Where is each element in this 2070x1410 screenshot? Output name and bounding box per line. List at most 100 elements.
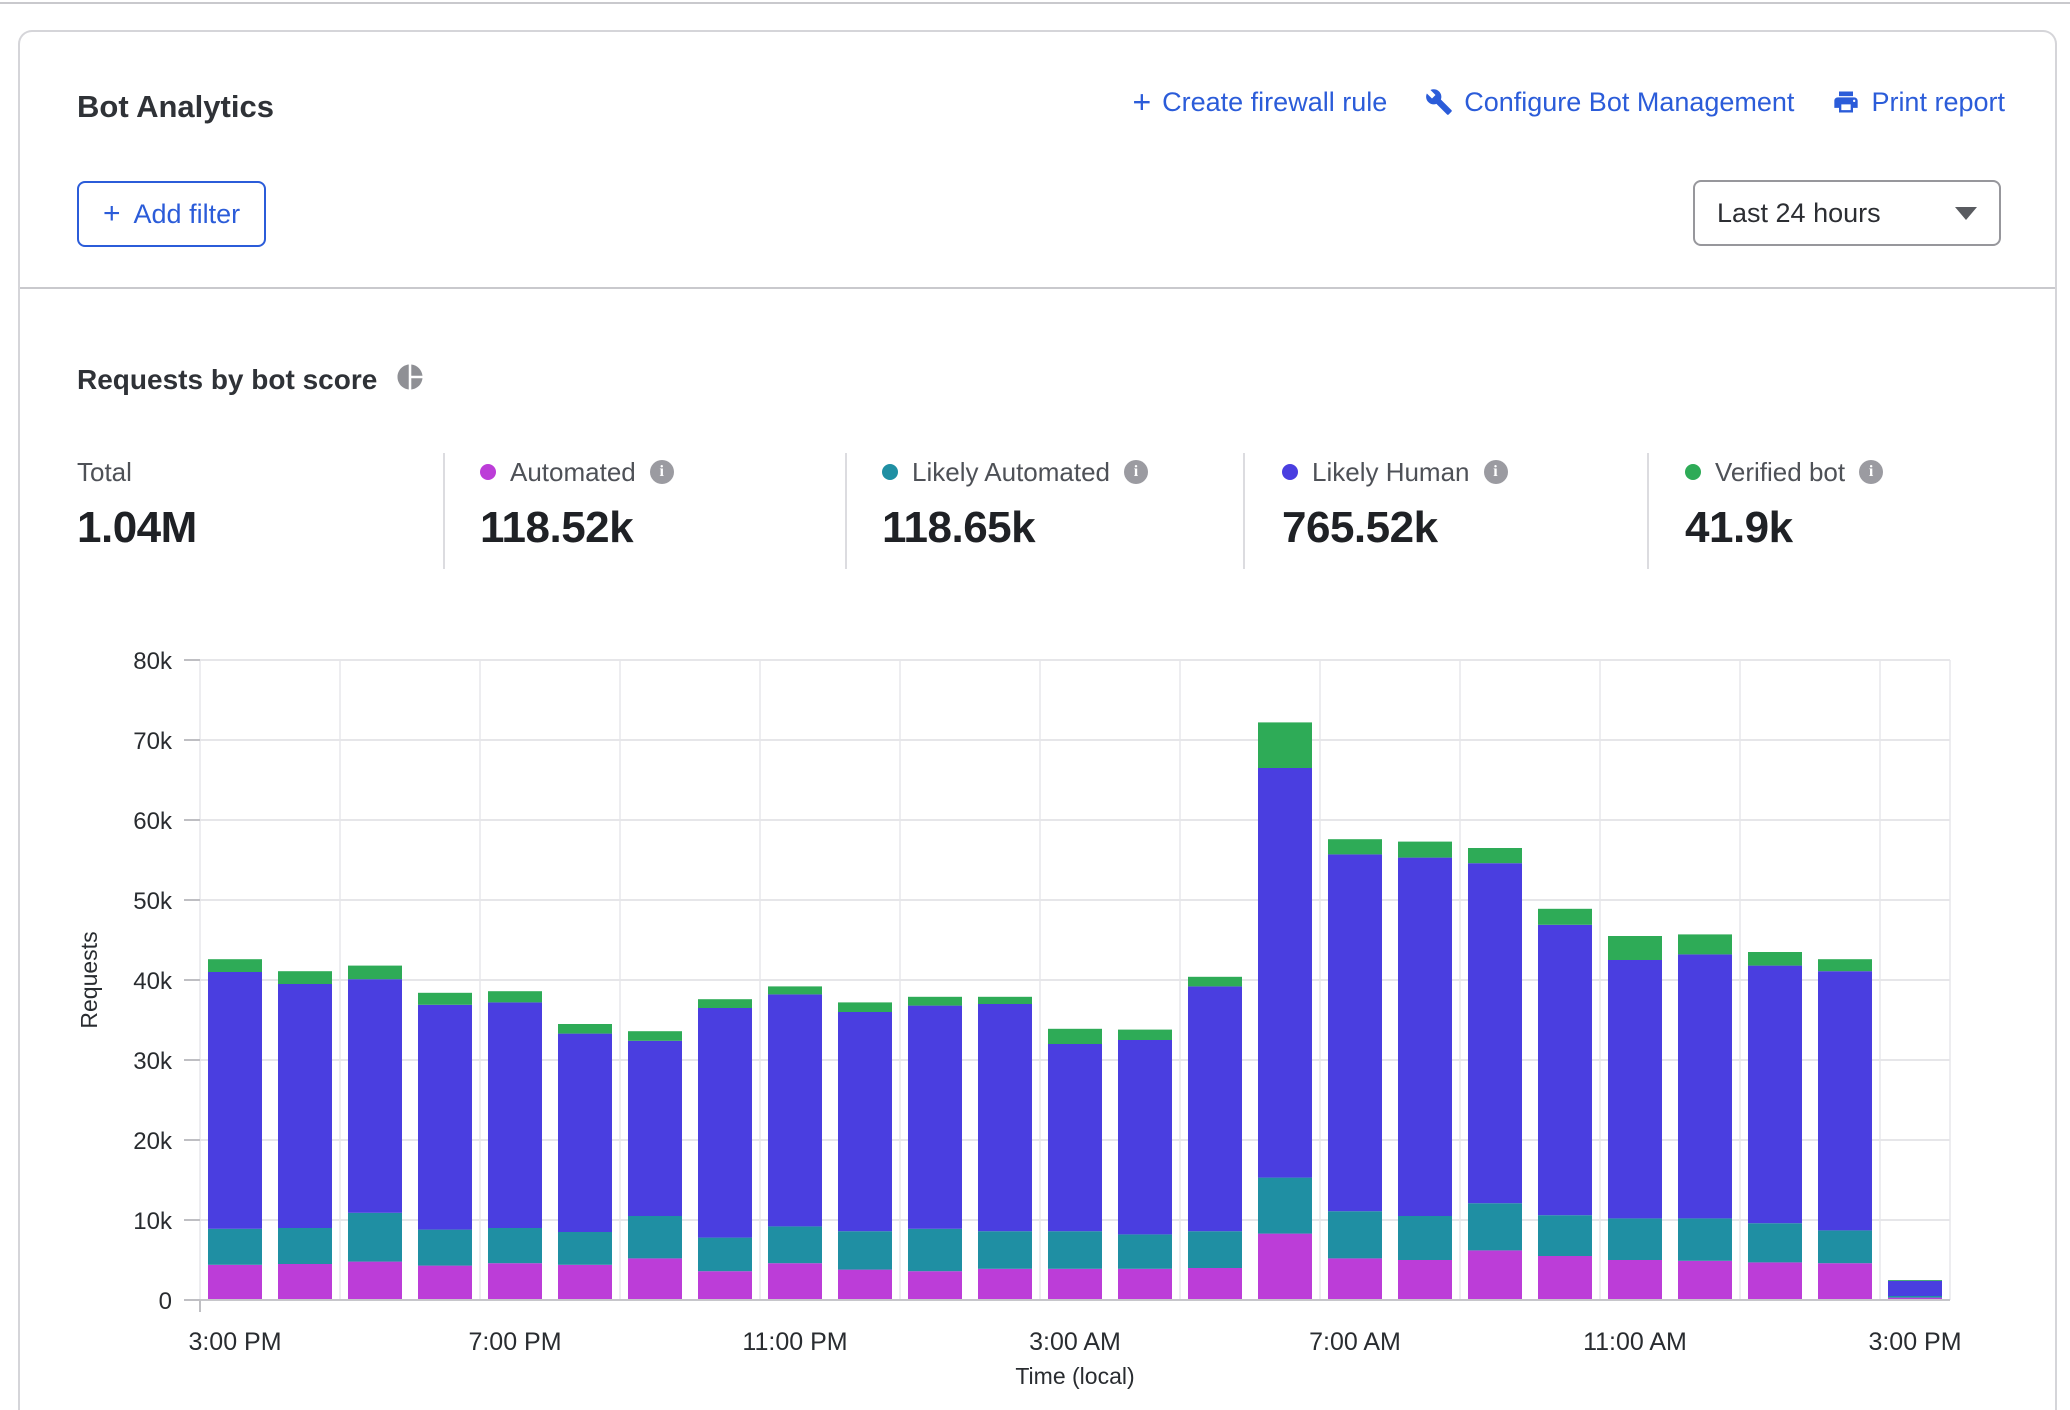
bar-segment-likely-human[interactable]	[908, 1006, 962, 1229]
bar-segment-likely-automated[interactable]	[1538, 1215, 1592, 1256]
bar-segment-automated[interactable]	[838, 1270, 892, 1300]
bar-segment-likely-human[interactable]	[1398, 858, 1452, 1216]
bar-segment-verified-bot[interactable]	[1888, 1280, 1942, 1281]
bar-segment-likely-automated[interactable]	[1398, 1216, 1452, 1260]
bar-segment-automated[interactable]	[1538, 1256, 1592, 1300]
bar-segment-automated[interactable]	[1818, 1263, 1872, 1300]
bar-segment-likely-automated[interactable]	[278, 1228, 332, 1264]
bar-segment-verified-bot[interactable]	[768, 986, 822, 994]
bar-segment-likely-automated[interactable]	[1748, 1223, 1802, 1262]
bar-segment-automated[interactable]	[1118, 1269, 1172, 1300]
bar-segment-likely-human[interactable]	[978, 1004, 1032, 1231]
bar-segment-likely-human[interactable]	[1328, 854, 1382, 1211]
bar-segment-verified-bot[interactable]	[488, 991, 542, 1002]
bar-segment-automated[interactable]	[208, 1265, 262, 1300]
info-icon[interactable]: i	[1859, 460, 1883, 484]
bar-segment-automated[interactable]	[488, 1263, 542, 1300]
bar-segment-likely-human[interactable]	[1818, 971, 1872, 1230]
bar-segment-verified-bot[interactable]	[1538, 909, 1592, 925]
bar-segment-automated[interactable]	[1258, 1234, 1312, 1300]
bar-segment-automated[interactable]	[558, 1265, 612, 1300]
bar-segment-likely-automated[interactable]	[348, 1213, 402, 1262]
bar-segment-verified-bot[interactable]	[1608, 936, 1662, 960]
bar-segment-likely-human[interactable]	[278, 984, 332, 1228]
bar-segment-likely-human[interactable]	[1468, 863, 1522, 1203]
bar-segment-verified-bot[interactable]	[1818, 959, 1872, 971]
bar-segment-verified-bot[interactable]	[628, 1031, 682, 1041]
bar-segment-automated[interactable]	[1468, 1250, 1522, 1300]
bar-segment-likely-automated[interactable]	[1818, 1230, 1872, 1263]
bar-segment-likely-human[interactable]	[838, 1012, 892, 1231]
bar-segment-automated[interactable]	[698, 1271, 752, 1300]
info-icon[interactable]: i	[1484, 460, 1508, 484]
bar-segment-likely-human[interactable]	[1188, 986, 1242, 1231]
bar-segment-automated[interactable]	[1328, 1258, 1382, 1300]
bar-segment-verified-bot[interactable]	[1748, 952, 1802, 966]
bar-segment-likely-automated[interactable]	[1468, 1203, 1522, 1250]
bar-segment-likely-automated[interactable]	[418, 1230, 472, 1266]
bar-segment-likely-automated[interactable]	[768, 1226, 822, 1263]
bar-segment-likely-human[interactable]	[1258, 768, 1312, 1178]
bar-segment-likely-automated[interactable]	[698, 1238, 752, 1272]
info-icon[interactable]: i	[1124, 460, 1148, 484]
bar-segment-likely-automated[interactable]	[978, 1231, 1032, 1269]
bar-segment-verified-bot[interactable]	[278, 971, 332, 984]
bar-segment-likely-automated[interactable]	[1608, 1218, 1662, 1260]
bar-segment-likely-automated[interactable]	[1188, 1231, 1242, 1268]
bar-segment-verified-bot[interactable]	[1468, 848, 1522, 863]
bar-segment-likely-automated[interactable]	[1258, 1178, 1312, 1234]
bar-segment-verified-bot[interactable]	[418, 993, 472, 1005]
bar-segment-likely-human[interactable]	[558, 1034, 612, 1232]
bar-segment-likely-human[interactable]	[1888, 1281, 1942, 1296]
bar-segment-likely-automated[interactable]	[628, 1216, 682, 1258]
bar-segment-likely-human[interactable]	[348, 979, 402, 1213]
bar-segment-likely-human[interactable]	[1748, 966, 1802, 1224]
bar-segment-automated[interactable]	[1398, 1260, 1452, 1300]
bar-segment-likely-automated[interactable]	[908, 1229, 962, 1271]
add-filter-button[interactable]: + Add filter	[77, 181, 266, 247]
configure-bot-management-link[interactable]: Configure Bot Management	[1425, 87, 1794, 118]
bar-segment-verified-bot[interactable]	[1258, 722, 1312, 768]
bar-segment-automated[interactable]	[1608, 1260, 1662, 1300]
bar-segment-likely-human[interactable]	[698, 1008, 752, 1238]
bar-segment-verified-bot[interactable]	[1188, 977, 1242, 987]
bar-segment-likely-automated[interactable]	[1118, 1234, 1172, 1268]
bar-segment-likely-automated[interactable]	[1678, 1218, 1732, 1260]
bar-segment-likely-automated[interactable]	[838, 1231, 892, 1269]
bar-segment-verified-bot[interactable]	[1678, 934, 1732, 954]
bar-segment-automated[interactable]	[1188, 1268, 1242, 1300]
bar-segment-verified-bot[interactable]	[558, 1024, 612, 1034]
bar-segment-verified-bot[interactable]	[908, 997, 962, 1006]
print-report-link[interactable]: Print report	[1832, 87, 2005, 118]
bar-segment-likely-automated[interactable]	[1328, 1211, 1382, 1258]
bar-segment-likely-human[interactable]	[1608, 960, 1662, 1218]
bar-segment-verified-bot[interactable]	[978, 997, 1032, 1004]
bar-segment-verified-bot[interactable]	[838, 1002, 892, 1012]
bar-segment-likely-human[interactable]	[628, 1041, 682, 1216]
bar-segment-automated[interactable]	[768, 1263, 822, 1300]
bar-segment-likely-automated[interactable]	[1888, 1296, 1942, 1298]
bar-segment-automated[interactable]	[628, 1258, 682, 1300]
bar-segment-verified-bot[interactable]	[1118, 1030, 1172, 1040]
bar-segment-automated[interactable]	[418, 1266, 472, 1300]
bar-segment-likely-human[interactable]	[418, 1005, 472, 1230]
bar-segment-likely-human[interactable]	[1118, 1040, 1172, 1234]
bar-segment-likely-human[interactable]	[1678, 954, 1732, 1218]
info-icon[interactable]: i	[650, 460, 674, 484]
bar-segment-likely-automated[interactable]	[1048, 1231, 1102, 1269]
bar-segment-likely-automated[interactable]	[558, 1232, 612, 1265]
bar-segment-verified-bot[interactable]	[1398, 842, 1452, 858]
bar-segment-automated[interactable]	[278, 1264, 332, 1300]
time-range-select[interactable]: Last 24 hours	[1693, 180, 2001, 246]
bar-segment-verified-bot[interactable]	[698, 999, 752, 1008]
bar-segment-automated[interactable]	[908, 1271, 962, 1300]
bar-segment-verified-bot[interactable]	[1048, 1029, 1102, 1044]
bar-segment-automated[interactable]	[1678, 1261, 1732, 1300]
bar-segment-verified-bot[interactable]	[348, 966, 402, 980]
bar-segment-likely-human[interactable]	[488, 1002, 542, 1228]
bar-segment-automated[interactable]	[978, 1269, 1032, 1300]
bar-segment-automated[interactable]	[348, 1262, 402, 1300]
bar-segment-likely-automated[interactable]	[208, 1229, 262, 1265]
create-firewall-rule-link[interactable]: + Create firewall rule	[1132, 87, 1387, 118]
bar-segment-likely-human[interactable]	[208, 972, 262, 1229]
